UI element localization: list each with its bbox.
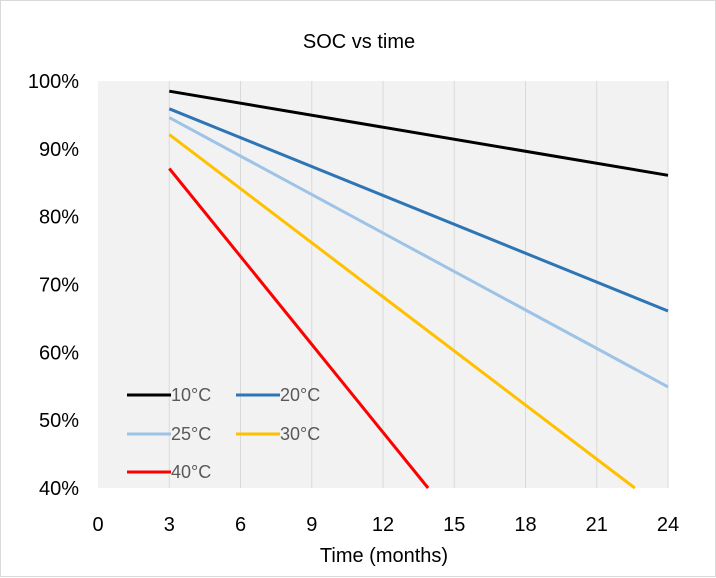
- x-tick-label: 3: [164, 514, 175, 536]
- y-tick-label: 40%: [39, 478, 79, 500]
- y-tick-label: 50%: [39, 410, 79, 432]
- grid-lines: [168, 81, 669, 488]
- legend-label: 30°C: [280, 424, 320, 444]
- x-tick-label: 24: [657, 514, 679, 536]
- y-tick-label: 90%: [39, 139, 79, 161]
- y-tick-label: 60%: [39, 342, 79, 364]
- legend-item: 10°C: [127, 385, 211, 405]
- legend-label: 40°C: [171, 462, 211, 482]
- chart-title: SOC vs time: [303, 31, 415, 53]
- legend-item: 25°C: [127, 424, 211, 444]
- legend-label: 25°C: [171, 424, 211, 444]
- legend-label: 10°C: [171, 385, 211, 405]
- legend-item: 20°C: [236, 385, 320, 405]
- y-tick-label: 70%: [39, 275, 79, 297]
- x-tick-label: 21: [586, 514, 608, 536]
- series-line-5: [168, 167, 430, 489]
- series-line-3: [168, 116, 669, 389]
- x-tick-label: 0: [92, 514, 103, 536]
- legend: 10°C 20°C 25°C 30°C 40°C: [127, 385, 320, 482]
- x-tick-label: 18: [514, 514, 536, 536]
- x-axis-title: Time (months): [320, 545, 448, 567]
- y-tick-label: 100%: [28, 71, 79, 93]
- y-tick-labels: 40% 50% 60% 70% 80% 90% 100%: [28, 71, 79, 500]
- x-tick-label: 6: [235, 514, 246, 536]
- series-line-2: [168, 107, 669, 313]
- x-tick-labels: 0 3 6 9 12 15 18 21 24: [92, 514, 679, 536]
- y-tick-label: 80%: [39, 207, 79, 229]
- series-line-1: [169, 89, 669, 177]
- legend-item: 30°C: [236, 424, 320, 444]
- legend-item: 40°C: [127, 462, 211, 482]
- legend-label: 20°C: [280, 385, 320, 405]
- x-tick-label: 12: [372, 514, 394, 536]
- series-lines: [168, 89, 669, 490]
- series-line-4: [168, 133, 636, 490]
- x-tick-label: 9: [306, 514, 317, 536]
- x-tick-label: 15: [443, 514, 465, 536]
